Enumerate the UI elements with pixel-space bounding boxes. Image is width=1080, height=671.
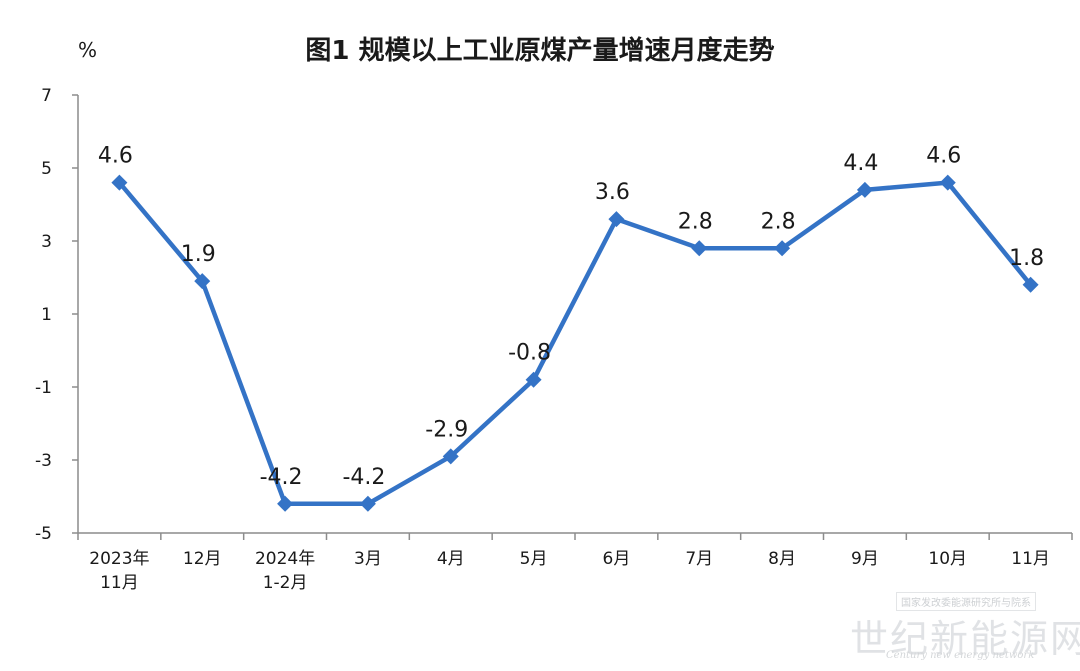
data-point-marker	[774, 240, 791, 257]
data-label: 1.8	[1009, 246, 1044, 271]
data-label: -0.8	[508, 341, 551, 366]
x-tick-label: 3月	[354, 549, 382, 569]
data-point-marker	[691, 240, 708, 257]
x-tick-label: 7月	[685, 549, 713, 569]
watermark-main-text: 世纪新能源网	[850, 617, 1080, 661]
watermark-sub-text: Century new energy network	[886, 650, 1035, 661]
data-label: -4.2	[342, 465, 385, 490]
x-tick-label: 5月	[520, 549, 548, 569]
data-label: 4.6	[926, 144, 961, 169]
series-line	[117, 180, 1033, 507]
y-tick-label: 5	[41, 159, 52, 179]
watermark: 国家发改委能源研究所与院系 世纪新能源网 Century new energy …	[850, 592, 1080, 664]
data-label: 3.6	[595, 180, 630, 205]
x-tick-label: 9月	[851, 549, 879, 569]
data-label: 4.6	[98, 144, 133, 169]
x-tick-label: 4月	[437, 549, 465, 569]
data-label: -4.2	[260, 465, 303, 490]
chart-title: 图1 规模以上工业原煤产量增速月度走势	[305, 36, 775, 66]
data-point-marker	[525, 371, 542, 388]
y-tick-label: 7	[41, 86, 52, 106]
x-tick-label: 8月	[768, 549, 796, 569]
y-tick-label: 3	[41, 232, 52, 252]
data-point-marker	[359, 495, 376, 512]
data-label: -2.9	[425, 417, 468, 442]
watermark-top-text: 国家发改委能源研究所与院系	[896, 592, 1036, 611]
y-tick-label: -1	[35, 378, 52, 398]
y-tick-label: 1	[41, 305, 52, 325]
data-point-marker	[194, 273, 211, 290]
data-point-marker	[111, 174, 128, 191]
x-tick-label: 12月	[183, 549, 222, 569]
data-point-marker	[608, 211, 625, 228]
data-label: 2.8	[761, 209, 796, 234]
x-tick-label: 6月	[603, 549, 631, 569]
data-point-marker	[1022, 276, 1039, 293]
y-tick-label: -5	[35, 524, 52, 544]
data-point-marker	[939, 174, 956, 191]
x-tick-label: 11月	[1011, 549, 1050, 569]
data-label: 1.9	[181, 242, 216, 267]
data-point-marker	[856, 181, 873, 198]
y-axis-unit: %	[78, 38, 98, 62]
x-tick-label: 2024年 1-2月	[255, 549, 315, 593]
data-point-marker	[277, 495, 294, 512]
x-tick-label: 10月	[928, 549, 967, 569]
y-tick-label: -3	[35, 451, 52, 471]
data-label: 2.8	[678, 209, 713, 234]
data-point-marker	[442, 448, 459, 465]
x-tick-label: 2023年 11月	[89, 549, 149, 593]
data-label: 4.4	[843, 151, 878, 176]
